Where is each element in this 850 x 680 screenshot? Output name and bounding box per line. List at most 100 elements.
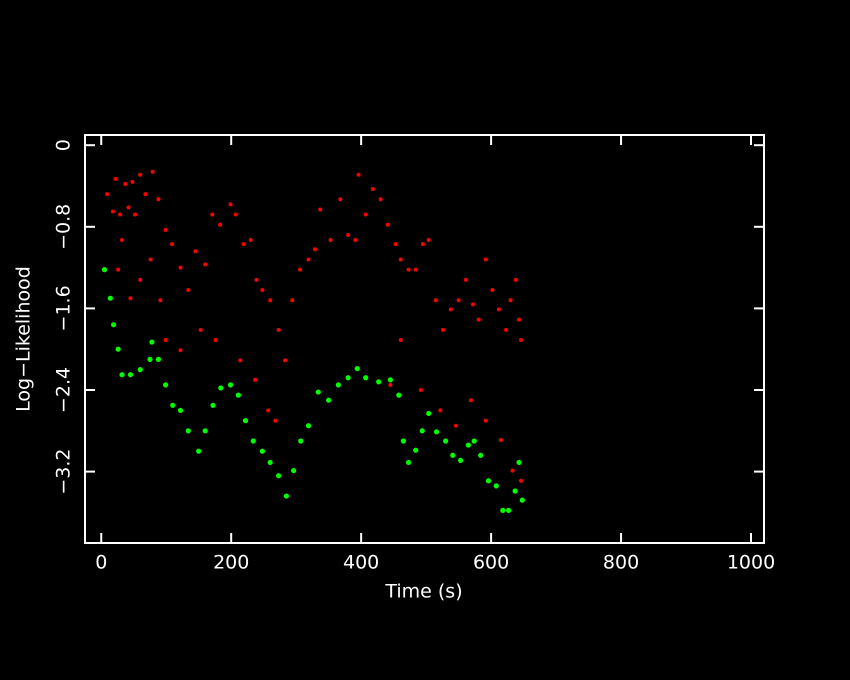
- point: [143, 192, 148, 197]
- point: [242, 418, 249, 424]
- x-tick-label: 200: [213, 552, 249, 574]
- point: [457, 457, 464, 463]
- point: [318, 207, 323, 212]
- point: [400, 438, 406, 444]
- point: [210, 212, 215, 217]
- point: [155, 356, 162, 362]
- point: [178, 265, 183, 270]
- y-axis-label: Log−Likelihood: [13, 266, 35, 412]
- point: [476, 317, 481, 322]
- point: [508, 298, 513, 303]
- point: [163, 338, 168, 343]
- point: [116, 267, 121, 272]
- point: [470, 302, 475, 307]
- point: [149, 339, 155, 345]
- point: [335, 382, 342, 388]
- point: [419, 428, 425, 434]
- point: [356, 172, 361, 177]
- point: [426, 410, 432, 417]
- point: [483, 418, 488, 423]
- point: [354, 365, 360, 372]
- point: [298, 267, 303, 272]
- x-tick-label: 0: [95, 552, 107, 574]
- point: [150, 169, 155, 174]
- point: [127, 372, 134, 378]
- point: [290, 467, 297, 474]
- point: [471, 438, 477, 444]
- point: [468, 398, 473, 403]
- point: [504, 327, 509, 332]
- point: [235, 392, 241, 398]
- point: [115, 346, 121, 352]
- point: [238, 358, 243, 363]
- y-tick-label: −0.8: [53, 204, 75, 250]
- point: [241, 242, 246, 247]
- point: [483, 257, 488, 262]
- point: [283, 493, 290, 499]
- point: [478, 452, 484, 458]
- point: [178, 348, 183, 353]
- point: [385, 222, 390, 227]
- point: [315, 389, 321, 395]
- point: [305, 423, 312, 429]
- point: [163, 227, 168, 232]
- point: [267, 459, 273, 466]
- point: [433, 298, 438, 303]
- point: [202, 428, 208, 434]
- point: [170, 242, 175, 247]
- x-tick-label: 600: [473, 552, 509, 574]
- point: [490, 288, 495, 293]
- point: [218, 385, 224, 391]
- point: [413, 267, 418, 272]
- point: [119, 372, 125, 378]
- point: [170, 402, 176, 408]
- point: [110, 209, 115, 214]
- point: [396, 392, 402, 398]
- point: [363, 375, 369, 381]
- point: [298, 438, 304, 444]
- point: [177, 407, 184, 413]
- point: [276, 473, 282, 479]
- point: [198, 327, 203, 332]
- point: [498, 437, 503, 442]
- point: [456, 298, 461, 303]
- point: [254, 277, 259, 282]
- point: [101, 267, 108, 273]
- point: [376, 379, 382, 385]
- point: [387, 377, 393, 383]
- point: [228, 202, 233, 207]
- point: [463, 277, 468, 282]
- point: [133, 212, 138, 217]
- point: [185, 428, 191, 434]
- point: [203, 262, 208, 267]
- point: [162, 382, 169, 388]
- point: [450, 452, 456, 458]
- x-tick-label: 400: [343, 552, 379, 574]
- y-tick-label: −1.6: [53, 285, 75, 331]
- point: [196, 448, 202, 454]
- point: [250, 438, 256, 444]
- point: [110, 322, 117, 328]
- point: [518, 478, 523, 483]
- point: [433, 429, 440, 435]
- point: [210, 402, 216, 408]
- point: [338, 197, 343, 202]
- point: [326, 397, 332, 403]
- point: [213, 338, 218, 343]
- point: [438, 408, 443, 413]
- point: [448, 307, 453, 312]
- point: [353, 238, 358, 243]
- point: [513, 277, 518, 282]
- point: [186, 288, 191, 293]
- point: [496, 307, 501, 312]
- point: [405, 459, 412, 466]
- point: [443, 438, 449, 444]
- point: [147, 356, 153, 362]
- point: [398, 257, 403, 262]
- point: [148, 257, 153, 262]
- point: [345, 375, 351, 381]
- point: [276, 327, 281, 332]
- point: [128, 296, 133, 301]
- point: [248, 238, 253, 243]
